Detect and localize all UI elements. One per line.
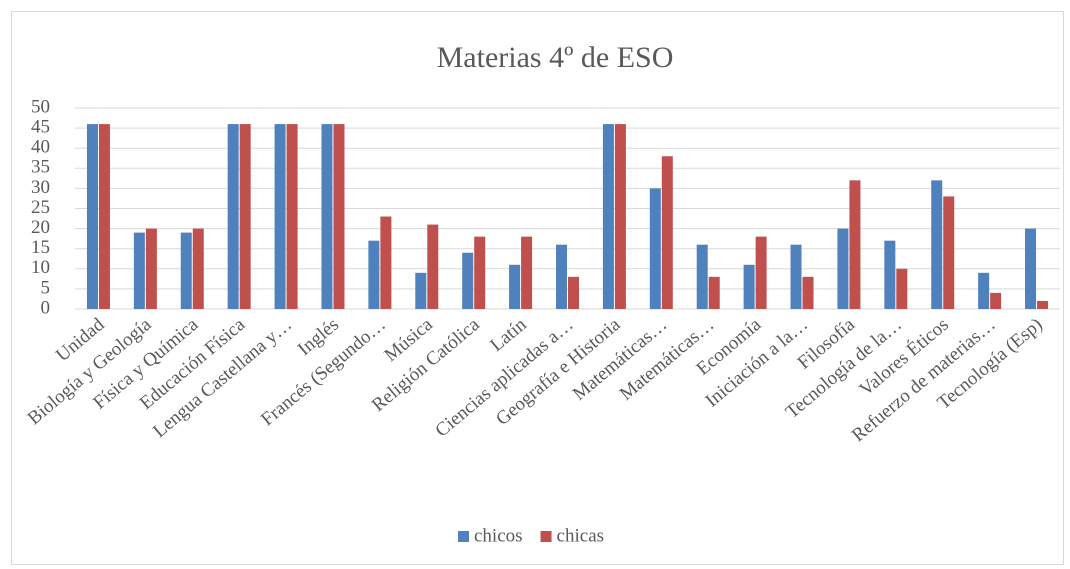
y-tick-label: 15 bbox=[31, 237, 50, 258]
bar bbox=[133, 232, 145, 309]
bar bbox=[896, 268, 908, 309]
y-tick-label: 50 bbox=[31, 96, 50, 117]
bar bbox=[614, 124, 626, 309]
y-tick-label: 10 bbox=[31, 257, 50, 278]
bar bbox=[274, 124, 286, 309]
bar bbox=[849, 180, 861, 309]
bar bbox=[521, 236, 533, 309]
bar bbox=[321, 124, 333, 309]
bar bbox=[661, 156, 673, 309]
bar bbox=[755, 236, 767, 309]
bar bbox=[978, 272, 990, 309]
y-tick-label: 5 bbox=[41, 277, 51, 298]
legend-label: chicas bbox=[557, 525, 604, 546]
bar bbox=[415, 272, 427, 309]
bar bbox=[568, 276, 579, 309]
bar bbox=[1025, 228, 1037, 309]
bar bbox=[98, 124, 110, 309]
bar bbox=[462, 252, 474, 309]
bar bbox=[227, 124, 239, 309]
bar bbox=[474, 236, 486, 309]
bar bbox=[192, 228, 204, 309]
bar bbox=[602, 124, 614, 309]
bar bbox=[802, 276, 814, 309]
bar bbox=[333, 124, 345, 309]
bar bbox=[743, 264, 755, 309]
y-tick-label: 45 bbox=[31, 116, 50, 137]
y-tick-label: 0 bbox=[41, 297, 51, 318]
legend-swatch bbox=[458, 531, 469, 542]
bar bbox=[556, 244, 567, 309]
bar bbox=[931, 180, 943, 309]
bar bbox=[180, 232, 192, 309]
bar bbox=[286, 124, 298, 309]
bar bbox=[884, 240, 896, 309]
bar bbox=[368, 240, 380, 309]
bar bbox=[708, 276, 720, 309]
bar bbox=[239, 124, 251, 309]
bar bbox=[380, 216, 392, 309]
bar bbox=[837, 228, 849, 309]
bar bbox=[790, 244, 802, 309]
bar bbox=[509, 264, 521, 309]
bar bbox=[86, 124, 98, 309]
bar bbox=[145, 228, 157, 309]
y-tick-label: 25 bbox=[31, 197, 50, 218]
bar bbox=[990, 292, 1002, 309]
bar bbox=[1037, 300, 1049, 309]
bar bbox=[427, 224, 439, 309]
chart-title: Materias 4º de ESO bbox=[437, 41, 674, 74]
legend-label: chicos bbox=[474, 525, 523, 546]
y-tick-label: 20 bbox=[31, 217, 50, 238]
y-tick-label: 30 bbox=[31, 177, 50, 198]
y-tick-label: 40 bbox=[31, 137, 50, 158]
y-tick-label: 35 bbox=[31, 157, 50, 178]
bar bbox=[696, 244, 708, 309]
bar bbox=[649, 188, 661, 309]
bar bbox=[943, 196, 955, 309]
legend-swatch bbox=[540, 531, 552, 542]
